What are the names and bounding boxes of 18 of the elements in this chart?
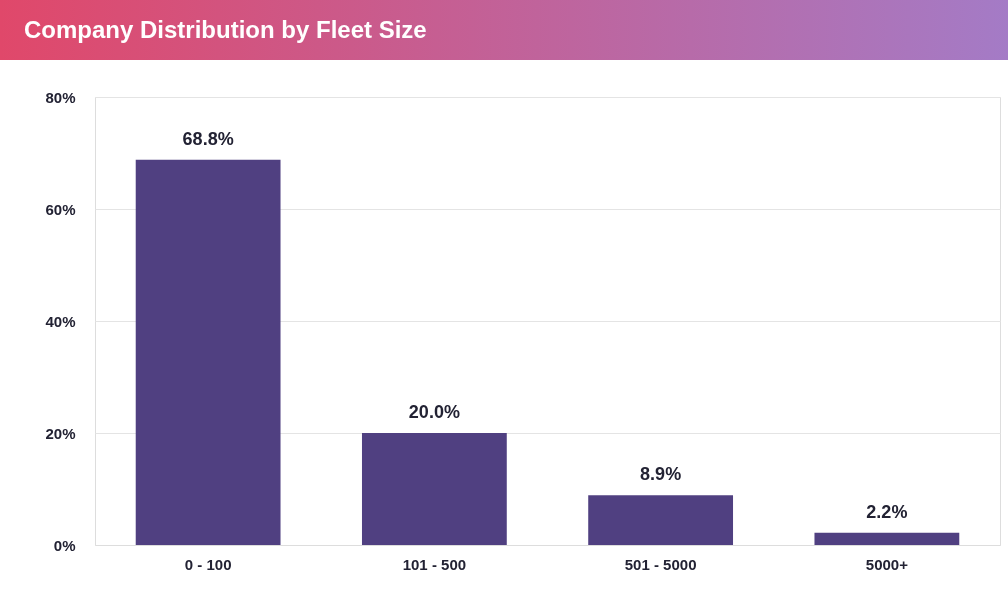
y-tick-label: 80% — [45, 88, 76, 106]
y-tick-label: 40% — [45, 312, 76, 330]
bar — [588, 495, 734, 545]
data-label: 68.8% — [182, 128, 234, 149]
chart-title: Company Distribution by Fleet Size — [24, 16, 427, 43]
y-tick-label: 20% — [45, 424, 76, 442]
bar — [361, 433, 507, 545]
y-tick-label: 60% — [45, 200, 76, 218]
x-tick-label: 5000+ — [865, 555, 909, 573]
x-tick-label: 0 - 100 — [184, 555, 232, 573]
x-tick-label: 501 - 5000 — [624, 555, 697, 573]
data-label: 20.0% — [408, 402, 460, 422]
data-label: 8.9% — [640, 464, 682, 485]
y-tick-label: 0% — [53, 536, 76, 554]
x-tick-label: 101 - 500 — [402, 555, 467, 573]
data-label: 2.2% — [866, 501, 908, 522]
bar — [814, 532, 960, 545]
bar — [135, 159, 281, 545]
